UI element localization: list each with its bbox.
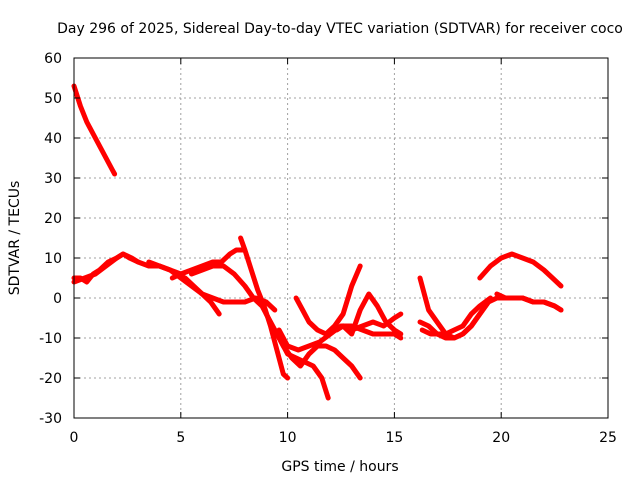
x-axis-label: GPS time / hours (281, 459, 398, 475)
x-tick-label: 15 (385, 430, 403, 446)
y-tick-label: 10 (44, 251, 62, 267)
x-tick-label: 25 (599, 430, 617, 446)
series-track-18 (494, 291, 564, 313)
series-track-16 (419, 295, 493, 337)
y-tick-label: 60 (44, 51, 62, 67)
y-tick-label: -30 (39, 411, 62, 427)
series-track-17 (477, 251, 564, 289)
series-track-12 (334, 291, 404, 337)
y-axis-label: SDTVAR / TECUs (7, 181, 23, 296)
data-series (71, 83, 564, 401)
series-track-13 (349, 311, 404, 333)
axis-ticks: 0 5 10 15 20 25 -30 -20 -10 0 10 20 30 40 50 60 (39, 51, 617, 446)
series-track-6 (169, 247, 246, 281)
grid-lines (74, 58, 608, 418)
y-tick-label: 40 (44, 131, 62, 147)
series-track-3 (71, 251, 141, 285)
y-tick-label: 20 (44, 211, 62, 227)
series-track-5 (174, 271, 222, 317)
series-track-1 (71, 83, 118, 177)
plot-frame (73, 57, 609, 419)
y-tick-label: 0 (53, 291, 62, 307)
series-track-8 (238, 235, 291, 381)
x-tick-label: 20 (492, 430, 510, 446)
x-tick-label: 0 (70, 430, 79, 446)
series-track-15 (417, 299, 491, 341)
series-track-9 (263, 311, 363, 381)
y-tick-label: -20 (39, 371, 62, 387)
series-track-11 (293, 263, 363, 337)
y-tick-label: -10 (39, 331, 62, 347)
x-tick-label: 5 (176, 430, 185, 446)
y-tick-label: 30 (44, 171, 62, 187)
x-tick-label: 10 (279, 430, 297, 446)
series-track-14 (417, 275, 564, 341)
chart-title: Day 296 of 2025, Sidereal Day-to-day VTE… (57, 21, 623, 37)
y-tick-label: 50 (44, 91, 62, 107)
